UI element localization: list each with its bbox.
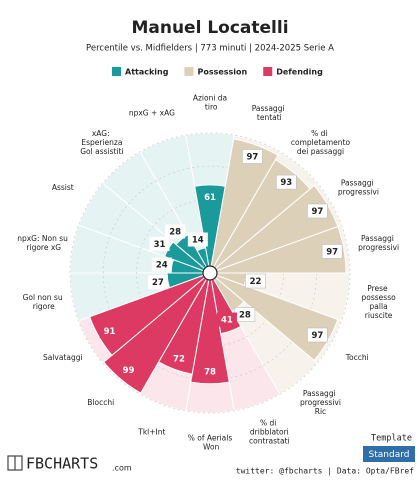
value-box	[187, 232, 208, 247]
credit: twitter: @fbcharts | Data: Opta/FBref	[236, 467, 414, 476]
value-label: 93	[280, 178, 292, 188]
value-label: 14	[192, 236, 204, 246]
chart-subtitle: Percentile vs. Midfielders | 773 minuti …	[86, 44, 334, 54]
value-box	[200, 189, 220, 204]
value-label: 27	[152, 278, 164, 288]
value-label: 97	[326, 247, 338, 257]
value-box	[307, 203, 328, 219]
template-badge	[363, 446, 415, 462]
legend-swatch	[263, 67, 273, 76]
chart-title: Manuel Locatelli	[131, 18, 288, 38]
value-label: 24	[156, 261, 168, 271]
value-label: 99	[123, 366, 135, 376]
grid-ring	[69, 132, 351, 414]
category-label: Passaggi progressivi	[336, 179, 379, 197]
value-label: 22	[250, 277, 262, 287]
value-box	[275, 174, 297, 190]
value-box	[99, 324, 120, 339]
logo-suffix: .com	[112, 464, 132, 473]
category-label: npxG + xAG	[129, 108, 175, 117]
category-label: Passaggi tentati	[252, 104, 285, 122]
value-box	[168, 351, 189, 366]
logo-text: FBCHARTS	[26, 455, 98, 473]
value-label: 78	[204, 368, 216, 378]
value-box	[118, 363, 139, 378]
category-label: Azioni da tiro	[193, 94, 227, 112]
logo: FBCHARTS .com	[7, 455, 132, 473]
category-label: xAG: Esperienza Gol assistiti	[78, 129, 124, 156]
value-box	[149, 236, 170, 251]
value-label: 28	[169, 227, 181, 237]
legend-label: Defending	[276, 68, 323, 77]
value-label: 41	[221, 316, 233, 326]
value-label: 97	[311, 207, 323, 217]
value-label: 91	[104, 327, 116, 337]
template-label: Template	[371, 434, 412, 444]
legend-swatch	[184, 67, 194, 76]
legend-label: Possession	[197, 68, 247, 77]
category-label: Tkl+Int	[137, 428, 165, 437]
center-hole	[202, 265, 218, 281]
value-box	[245, 273, 266, 289]
category-label: Passaggi progressivi Ric	[298, 389, 341, 416]
template-name: Standard	[369, 450, 410, 460]
category-label: npxG: Non su rigore xG	[17, 234, 68, 252]
value-box	[307, 327, 328, 343]
value-label: 61	[204, 193, 216, 203]
category-label: % di dribblatori contrastati	[247, 419, 290, 446]
value-box	[147, 275, 168, 290]
legend-label: Attacking	[125, 68, 169, 77]
category-label: Blocchi	[87, 398, 114, 407]
value-label: 72	[173, 354, 185, 364]
value-box	[321, 244, 343, 259]
value-label: 31	[154, 240, 166, 250]
value-label: 97	[311, 331, 323, 341]
category-label: Gol non su rigore	[23, 293, 63, 311]
value-box	[216, 312, 237, 327]
category-label: % of Aerials Won	[188, 434, 233, 452]
value-label: 97	[246, 152, 258, 162]
category-label: Assist	[52, 183, 74, 192]
value-box	[200, 364, 220, 379]
value-box	[165, 224, 186, 239]
value-box	[151, 257, 172, 272]
value-label: 28	[239, 311, 251, 321]
value-box	[242, 149, 263, 164]
category-label: Tocchi	[345, 353, 369, 362]
legend-swatch	[112, 67, 121, 76]
category-label: Passaggi progressivi	[356, 234, 399, 252]
category-label: Prese possesso palla riuscite	[359, 284, 396, 320]
category-label: % di completamento dei passaggi	[288, 129, 350, 156]
category-label: Salvataggi	[43, 353, 83, 362]
